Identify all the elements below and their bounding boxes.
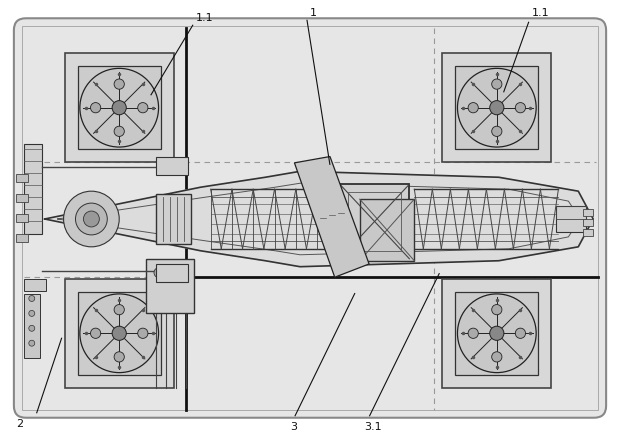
Bar — [556, 207, 587, 233]
Text: 3: 3 — [290, 421, 297, 431]
Bar — [348, 193, 401, 251]
Circle shape — [492, 127, 502, 137]
Bar — [360, 200, 414, 261]
Circle shape — [515, 328, 526, 339]
Bar — [583, 209, 593, 216]
Circle shape — [138, 328, 148, 339]
Circle shape — [178, 268, 188, 278]
Bar — [24, 145, 42, 234]
Text: 1.1: 1.1 — [196, 13, 213, 23]
Bar — [556, 207, 587, 219]
Bar — [78, 292, 161, 375]
Bar — [24, 294, 40, 358]
Text: 1: 1 — [310, 8, 317, 18]
Bar — [146, 259, 193, 314]
Circle shape — [64, 192, 119, 247]
Circle shape — [114, 352, 125, 362]
Polygon shape — [45, 172, 593, 267]
Text: 1.1: 1.1 — [531, 8, 549, 18]
Circle shape — [458, 294, 536, 373]
Bar — [455, 67, 538, 150]
Bar — [442, 54, 551, 163]
Circle shape — [490, 101, 504, 116]
FancyBboxPatch shape — [14, 19, 606, 418]
Circle shape — [492, 352, 502, 362]
Circle shape — [91, 103, 100, 113]
Bar — [78, 67, 161, 150]
Circle shape — [166, 268, 176, 278]
Circle shape — [468, 103, 478, 113]
Circle shape — [91, 328, 100, 339]
Circle shape — [138, 103, 148, 113]
Bar — [16, 195, 28, 203]
Circle shape — [29, 325, 35, 332]
Bar — [64, 54, 174, 163]
Text: 3.1: 3.1 — [365, 421, 383, 431]
Text: 2: 2 — [16, 418, 23, 428]
Bar — [156, 195, 191, 244]
Circle shape — [114, 305, 125, 315]
Bar — [340, 185, 409, 259]
Circle shape — [80, 294, 159, 373]
Bar — [24, 279, 46, 291]
Circle shape — [515, 103, 526, 113]
Circle shape — [29, 340, 35, 346]
Bar — [16, 215, 28, 223]
Bar — [16, 234, 28, 242]
Bar — [455, 292, 538, 375]
Bar — [583, 230, 593, 237]
Circle shape — [29, 296, 35, 302]
Circle shape — [114, 80, 125, 90]
Circle shape — [458, 69, 536, 148]
Bar — [442, 279, 551, 388]
Circle shape — [492, 80, 502, 90]
Bar — [583, 219, 593, 226]
Circle shape — [76, 204, 107, 235]
Circle shape — [154, 268, 164, 278]
Bar — [156, 264, 188, 282]
Bar — [64, 279, 174, 388]
Bar — [22, 27, 598, 410]
Circle shape — [112, 326, 126, 341]
Bar — [16, 175, 28, 183]
Circle shape — [468, 328, 478, 339]
Circle shape — [492, 305, 502, 315]
Bar — [156, 158, 188, 176]
Circle shape — [84, 212, 99, 227]
Polygon shape — [294, 157, 369, 278]
Circle shape — [29, 311, 35, 317]
Circle shape — [114, 127, 125, 137]
Circle shape — [490, 326, 504, 341]
Circle shape — [80, 69, 159, 148]
Circle shape — [112, 101, 126, 116]
